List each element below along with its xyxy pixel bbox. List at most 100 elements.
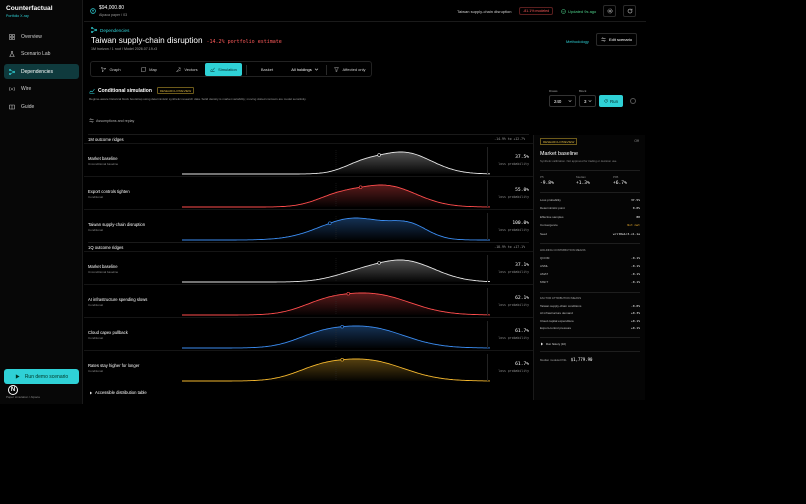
row-key: Loss probability xyxy=(540,197,561,202)
balance: $94,000.80 Alpaca paper / 03 xyxy=(99,5,127,17)
ridge-row[interactable]: Taiwan supply-chain disruption Conditiona… xyxy=(84,209,533,242)
tab-simulation[interactable]: Simulation xyxy=(205,63,242,76)
sliders-icon xyxy=(89,118,94,123)
run-demo-button[interactable]: Run demo scenario xyxy=(4,369,79,384)
graph-icon xyxy=(101,67,107,72)
modeled-pill: -81.1% modeled xyxy=(519,7,554,15)
panel-row: Effective samples 80 xyxy=(540,213,640,220)
row-key: Export-control pressure xyxy=(540,326,572,330)
ridge-row[interactable]: Cloud capex pullback Conditional 61.7% loss… xyxy=(84,317,533,350)
loss-probability-label: loss probability xyxy=(498,195,529,199)
draws-select[interactable]: 240 xyxy=(549,95,576,107)
panel-close-button[interactable]: Off xyxy=(634,139,639,143)
sidebar-nav: Overview Scenario Lab Dependencies Wire … xyxy=(4,29,79,117)
book-icon xyxy=(9,104,15,109)
loss-probability-value: 55.0% xyxy=(515,188,529,193)
block-value: 3 xyxy=(584,98,587,104)
sidebar-item-guide[interactable]: Guide xyxy=(4,99,79,114)
account-avatar[interactable]: N xyxy=(8,385,18,395)
row-value: -0.1% xyxy=(630,271,640,276)
settings-button[interactable] xyxy=(603,5,616,17)
ridge-marker xyxy=(358,185,363,189)
row-key: Cloud capital expenditure xyxy=(540,318,574,323)
network-icon xyxy=(91,27,97,33)
simulation-description: Regime-aware historical block bootstrap … xyxy=(89,97,307,101)
view-tabs: Graph Map Vectors Simulation Basket All … xyxy=(90,61,372,77)
panel-row: Taiwan supply-chain conditions -0.0% xyxy=(540,302,640,309)
ridge-density-chart xyxy=(182,357,490,382)
ridge-row[interactable]: AI infrastructure spending slows Conditio… xyxy=(84,284,533,317)
refresh-icon xyxy=(627,8,632,14)
edit-scenario-button[interactable]: Edit scenario xyxy=(596,33,637,46)
ridge-line xyxy=(182,358,490,382)
ridge-marker xyxy=(346,291,351,296)
ridge-name: AI infrastructure spending slows xyxy=(88,297,148,302)
divider xyxy=(540,170,640,171)
methodology-link[interactable]: Methodology xyxy=(566,39,589,44)
flask-icon xyxy=(9,51,15,57)
refresh-button[interactable] xyxy=(623,5,636,17)
tab-map[interactable]: Map xyxy=(131,63,167,76)
ridge-row[interactable]: Rates stay higher for longer Conditional 6… xyxy=(84,350,533,383)
breadcrumb[interactable]: Dependencies xyxy=(91,27,129,33)
sidebar-item-label: Wire xyxy=(21,86,32,92)
row-value: Not met xyxy=(627,223,640,228)
run-history-toggle[interactable]: Run history (10) xyxy=(540,342,566,346)
ridge-row[interactable]: Market baseline Unconditional baseline 37.… xyxy=(84,143,533,176)
map-icon xyxy=(141,67,146,72)
gear-icon xyxy=(606,8,613,14)
grid-icon xyxy=(9,33,15,40)
sidebar-item-scenario-lab[interactable]: Scenario Lab xyxy=(4,47,79,62)
ridge-area xyxy=(182,152,490,174)
ridge-name: Market baseline xyxy=(88,264,118,269)
loss-probability-label: loss probability xyxy=(498,369,529,373)
simulation-title: Conditional simulation xyxy=(98,87,152,94)
ridge-group-range: -14.9% to +12.7% xyxy=(494,137,525,141)
factors-title: FACTOR ATTRIBUTION MEANS xyxy=(540,296,582,300)
ridge-name: Market baseline xyxy=(88,156,118,161)
tab-basket[interactable]: Basket xyxy=(249,63,285,76)
sidebar-item-label: Dependencies xyxy=(21,68,53,75)
block-label: Block xyxy=(579,89,587,93)
tab-label: Simulation xyxy=(218,67,237,72)
ridge-divider xyxy=(487,213,488,240)
assumptions-label: Assumptions and replay xyxy=(96,118,135,123)
tab-vectors[interactable]: Vectors xyxy=(169,63,205,76)
panel-row: AI infrastructure demand +0.3% xyxy=(540,310,640,317)
brand: Counterfactual Portfolio X-ray xyxy=(6,5,53,18)
sidebar-item-wire[interactable]: Wire xyxy=(4,82,79,97)
tab-label: Basket xyxy=(260,67,274,72)
ridge-divider xyxy=(487,255,488,282)
page-title-text: Taiwan supply-chain disruption xyxy=(91,36,203,45)
active-scenario: Taiwan supply-chain disruption xyxy=(457,9,512,14)
run-button[interactable]: Run xyxy=(599,95,623,107)
block-select[interactable]: 3 xyxy=(579,95,596,107)
brand-subtitle: Portfolio X-ray xyxy=(6,14,29,18)
tab-divider xyxy=(246,65,247,75)
tab-graph[interactable]: Graph xyxy=(93,63,129,76)
topbar: $94,000.80 Alpaca paper / 03 Taiwan supp… xyxy=(84,0,646,22)
accessible-table-label: Accessible distribution table xyxy=(95,390,147,395)
tab-label: Affected only xyxy=(342,67,366,72)
divider xyxy=(540,192,640,193)
affected-only-toggle[interactable]: Affected only xyxy=(329,63,371,76)
assumptions-toggle[interactable]: Assumptions and replay xyxy=(89,118,134,123)
ridge-line xyxy=(182,217,490,241)
row-key: Taiwan supply-chain conditions xyxy=(540,303,582,308)
row-value: +0.1% xyxy=(630,318,640,323)
accessible-table-toggle[interactable]: Accessible distribution table xyxy=(89,390,147,395)
ridge-row[interactable]: Market baseline Unconditional baseline 37.… xyxy=(84,251,533,284)
median-pnl: Median modeled P&L $1,779.90 xyxy=(540,357,592,362)
portfolio-estimate: -14.2% portfolio estimate xyxy=(206,39,282,45)
loss-probability-value: 61.7% xyxy=(515,362,529,367)
breadcrumb-label: Dependencies xyxy=(100,27,130,33)
ridge-line xyxy=(182,151,490,175)
sidebar-item-overview[interactable]: Overview xyxy=(4,29,79,44)
median-pnl-value: $1,779.90 xyxy=(570,357,593,362)
page-title: Taiwan supply-chain disruption -14.2% po… xyxy=(91,36,282,45)
loss-probability-label: loss probability xyxy=(498,270,529,274)
ridge-name: Taiwan supply-chain disruption xyxy=(88,222,146,227)
ridge-row[interactable]: Export controls tighten Conditional 55.0% l… xyxy=(84,176,533,209)
sidebar-item-dependencies[interactable]: Dependencies xyxy=(4,64,79,79)
holdings-select[interactable]: All holdings xyxy=(286,63,324,76)
